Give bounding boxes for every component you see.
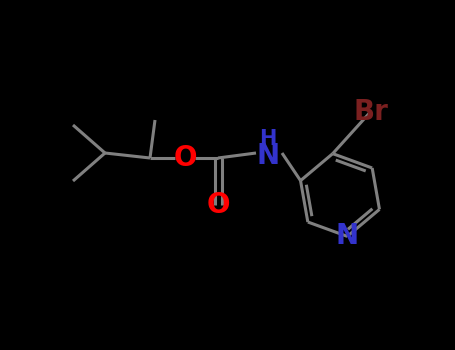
- Text: O: O: [206, 191, 230, 219]
- Text: N: N: [336, 222, 359, 250]
- Text: H: H: [259, 129, 277, 149]
- Text: Br: Br: [353, 98, 388, 126]
- Text: N: N: [257, 142, 279, 170]
- Text: O: O: [173, 144, 197, 172]
